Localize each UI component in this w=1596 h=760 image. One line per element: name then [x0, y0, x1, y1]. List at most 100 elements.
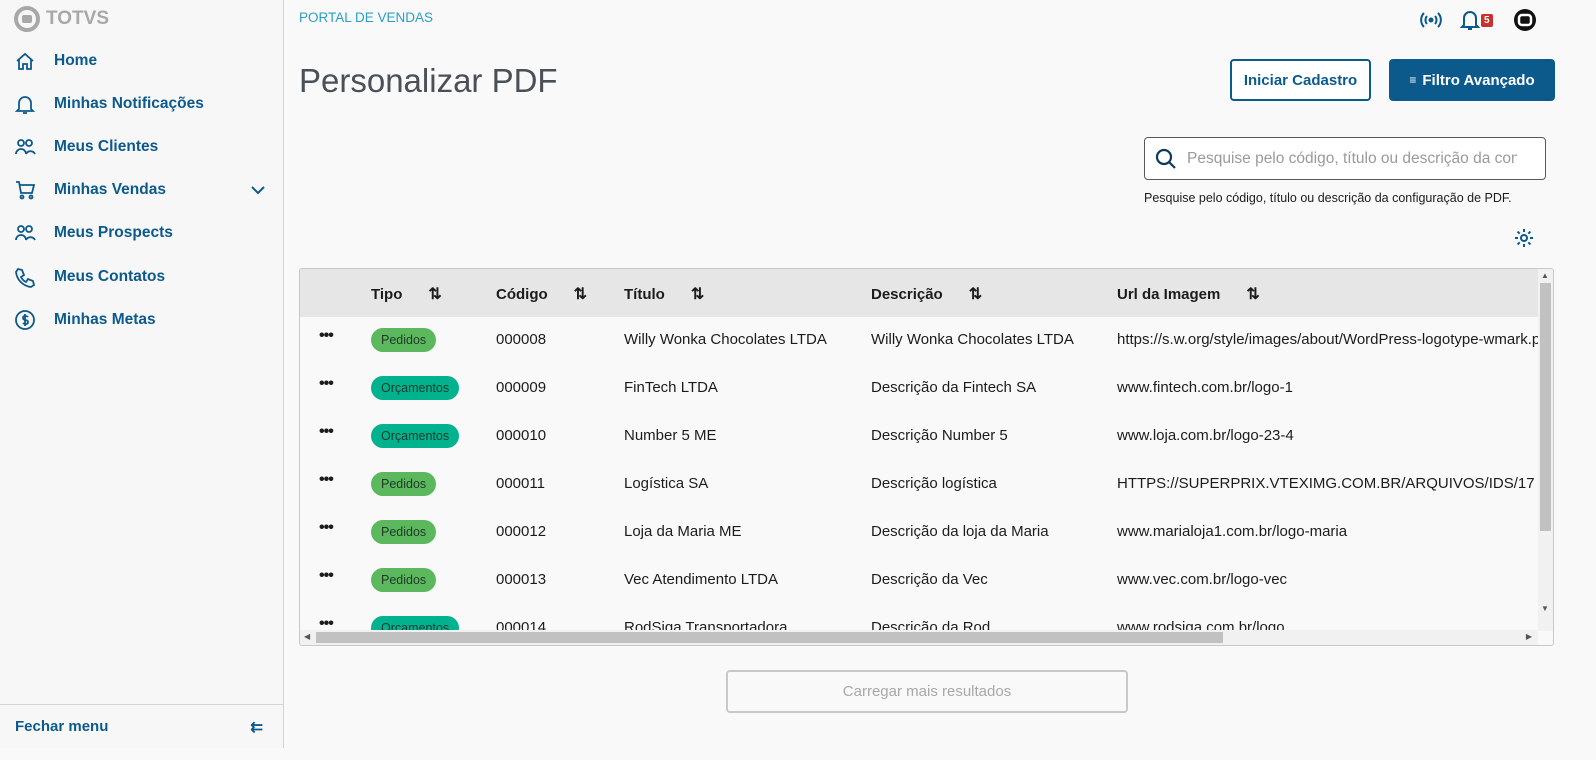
- image-url-cell: www.vec.com.br/logo-vec: [1117, 571, 1288, 588]
- close-menu-label: Fechar menu: [15, 718, 109, 735]
- code-cell: 000012: [496, 523, 547, 540]
- sidebar-item-minhas-vendas[interactable]: Minhas Vendas: [14, 179, 269, 201]
- title-cell: Vec Atendimento LTDA: [624, 571, 778, 588]
- row-actions-icon[interactable]: •••: [319, 615, 334, 631]
- image-url-cell: https://s.w.org/style/images/about/WordP…: [1117, 331, 1538, 348]
- sidebar-item-label: Home: [54, 52, 98, 69]
- user-avatar-icon[interactable]: [1513, 8, 1537, 32]
- code-cell: 000010: [496, 427, 547, 444]
- image-url-cell: www.fintech.com.br/logo-1: [1117, 379, 1293, 396]
- table-body: ••• Pedidos 000008 Willy Wonka Chocolate…: [300, 317, 1538, 631]
- column-header-3[interactable]: Descrição ⇅: [871, 284, 982, 304]
- horizontal-scrollbar[interactable]: ◀ ▶: [300, 630, 1538, 645]
- code-cell: 000011: [496, 475, 545, 492]
- description-cell: Descrição da Rod: [871, 619, 991, 631]
- row-actions-icon[interactable]: •••: [319, 567, 334, 584]
- table-header: Tipo ⇅ Código ⇅ Título ⇅ Descrição ⇅ Url da Imag…: [300, 269, 1538, 317]
- advanced-filter-button[interactable]: ≡ Filtro Avançado: [1389, 59, 1555, 101]
- column-header-1[interactable]: Código ⇅: [496, 284, 587, 304]
- header-icons: 5: [1420, 8, 1537, 32]
- description-cell: Willy Wonka Chocolates LTDA: [871, 331, 1074, 348]
- collapse-menu-icon: ⇇: [250, 718, 263, 736]
- title-cell: FinTech LTDA: [624, 379, 718, 396]
- start-register-label: Iniciar Cadastro: [1243, 71, 1358, 89]
- users-icon: [15, 139, 36, 155]
- home-icon: [16, 52, 34, 70]
- table-row: ••• Pedidos 000013 Vec Atendimento LTDA …: [300, 557, 1538, 605]
- search-field[interactable]: [1144, 137, 1546, 180]
- sidebar-item-minhas-metas[interactable]: Minhas Metas: [14, 309, 269, 331]
- chevron-down-icon[interactable]: [247, 179, 269, 201]
- type-tag: Orçamentos: [371, 376, 460, 400]
- sidebar-item-meus-clientes[interactable]: Meus Clientes: [14, 136, 269, 158]
- code-cell: 000013: [496, 571, 547, 588]
- type-tag: Orçamentos: [371, 616, 460, 631]
- load-more-label: Carregar mais resultados: [842, 683, 1012, 700]
- row-actions-icon[interactable]: •••: [319, 423, 334, 440]
- type-tag: Pedidos: [371, 520, 437, 544]
- users-icon: [15, 225, 36, 241]
- sort-icon[interactable]: ⇅: [968, 286, 983, 303]
- notification-badge: 5: [1481, 13, 1493, 27]
- code-cell: 000014: [496, 619, 547, 631]
- row-actions-icon[interactable]: •••: [319, 375, 334, 392]
- sort-icon[interactable]: ⇅: [1246, 286, 1260, 303]
- table-row: ••• Pedidos 000011 Logística SA Descriçã…: [300, 461, 1538, 509]
- table-row: ••• Orçamentos 000014 RodSiga Transporta…: [300, 605, 1538, 631]
- logo-text: TOTVS: [46, 8, 109, 29]
- column-header-2[interactable]: Título ⇅: [624, 284, 704, 304]
- description-cell: Descrição Number 5: [871, 427, 1008, 444]
- image-url-cell: www.loja.com.br/logo-23-4: [1117, 427, 1294, 444]
- type-tag: Orçamentos: [371, 424, 460, 448]
- start-register-button[interactable]: Iniciar Cadastro: [1230, 59, 1371, 101]
- row-actions-icon[interactable]: •••: [319, 471, 334, 488]
- filter-icon: ≡: [1409, 73, 1417, 87]
- code-cell: 000008: [496, 331, 547, 348]
- type-tag: Pedidos: [371, 568, 437, 592]
- column-header-0[interactable]: Tipo ⇅: [371, 284, 442, 304]
- sort-icon[interactable]: ⇅: [428, 286, 442, 303]
- sidebar: TOTVS Home Minhas Notificações Meus Client…: [0, 0, 284, 748]
- title-cell: RodSiga Transportadora: [624, 619, 788, 631]
- column-label: Título: [624, 285, 665, 303]
- title-cell: Logística SA: [624, 475, 709, 492]
- cart-icon: [16, 181, 36, 200]
- column-label: Tipo: [371, 285, 403, 303]
- sort-icon[interactable]: ⇅: [573, 286, 588, 303]
- description-cell: Descrição logística: [871, 475, 997, 492]
- column-label: Url da Imagem: [1117, 285, 1221, 303]
- description-cell: Descrição da Vec: [871, 571, 988, 588]
- row-actions-icon[interactable]: •••: [319, 519, 334, 536]
- image-url-cell: HTTPS://SUPERPRIX.VTEXIMG.COM.BR/ARQUIVO…: [1117, 475, 1535, 492]
- dollar-icon: [15, 310, 35, 330]
- search-input[interactable]: [1187, 149, 1517, 168]
- column-header-4[interactable]: Url da Imagem ⇅: [1117, 284, 1260, 304]
- search-help-text: Pesquise pelo código, título ou descriçã…: [1144, 191, 1512, 205]
- bell-icon: [1460, 11, 1480, 30]
- close-menu-button[interactable]: Fechar menu ⇇: [0, 704, 283, 748]
- page-title: Personalizar PDF: [299, 62, 558, 99]
- table-row: ••• Pedidos 000012 Loja da Maria ME Desc…: [300, 509, 1538, 557]
- sidebar-item-home[interactable]: Home: [14, 50, 269, 72]
- vertical-scrollbar[interactable]: ▲ ▼: [1538, 269, 1553, 631]
- totvs-logo: TOTVS: [14, 6, 109, 32]
- table-row: ••• Pedidos 000008 Willy Wonka Chocolate…: [300, 317, 1538, 365]
- sort-icon[interactable]: ⇅: [690, 286, 705, 303]
- title-cell: Number 5 ME: [624, 427, 717, 444]
- sidebar-item-meus-contatos[interactable]: Meus Contatos: [14, 266, 269, 288]
- sidebar-item-label: Meus Contatos: [54, 268, 166, 285]
- search-icon: [1155, 148, 1176, 169]
- sidebar-item-minhas-notifica-es[interactable]: Minhas Notificações: [14, 93, 269, 115]
- image-url-cell: www.rodsiga.com.br/logo: [1117, 619, 1285, 631]
- notifications-button[interactable]: 5: [1460, 9, 1493, 31]
- load-more-button[interactable]: Carregar mais resultados: [726, 670, 1128, 713]
- advanced-filter-label: Filtro Avançado: [1422, 71, 1535, 89]
- gear-icon[interactable]: [1514, 228, 1534, 248]
- description-cell: Descrição da loja da Maria: [871, 523, 1049, 540]
- title-cell: Willy Wonka Chocolates LTDA: [624, 331, 827, 348]
- row-actions-icon[interactable]: •••: [319, 327, 334, 344]
- connection-icon[interactable]: [1420, 9, 1442, 31]
- bell-icon: [14, 96, 36, 114]
- sidebar-item-meus-prospects[interactable]: Meus Prospects: [14, 222, 269, 244]
- column-label: Descrição: [871, 285, 943, 303]
